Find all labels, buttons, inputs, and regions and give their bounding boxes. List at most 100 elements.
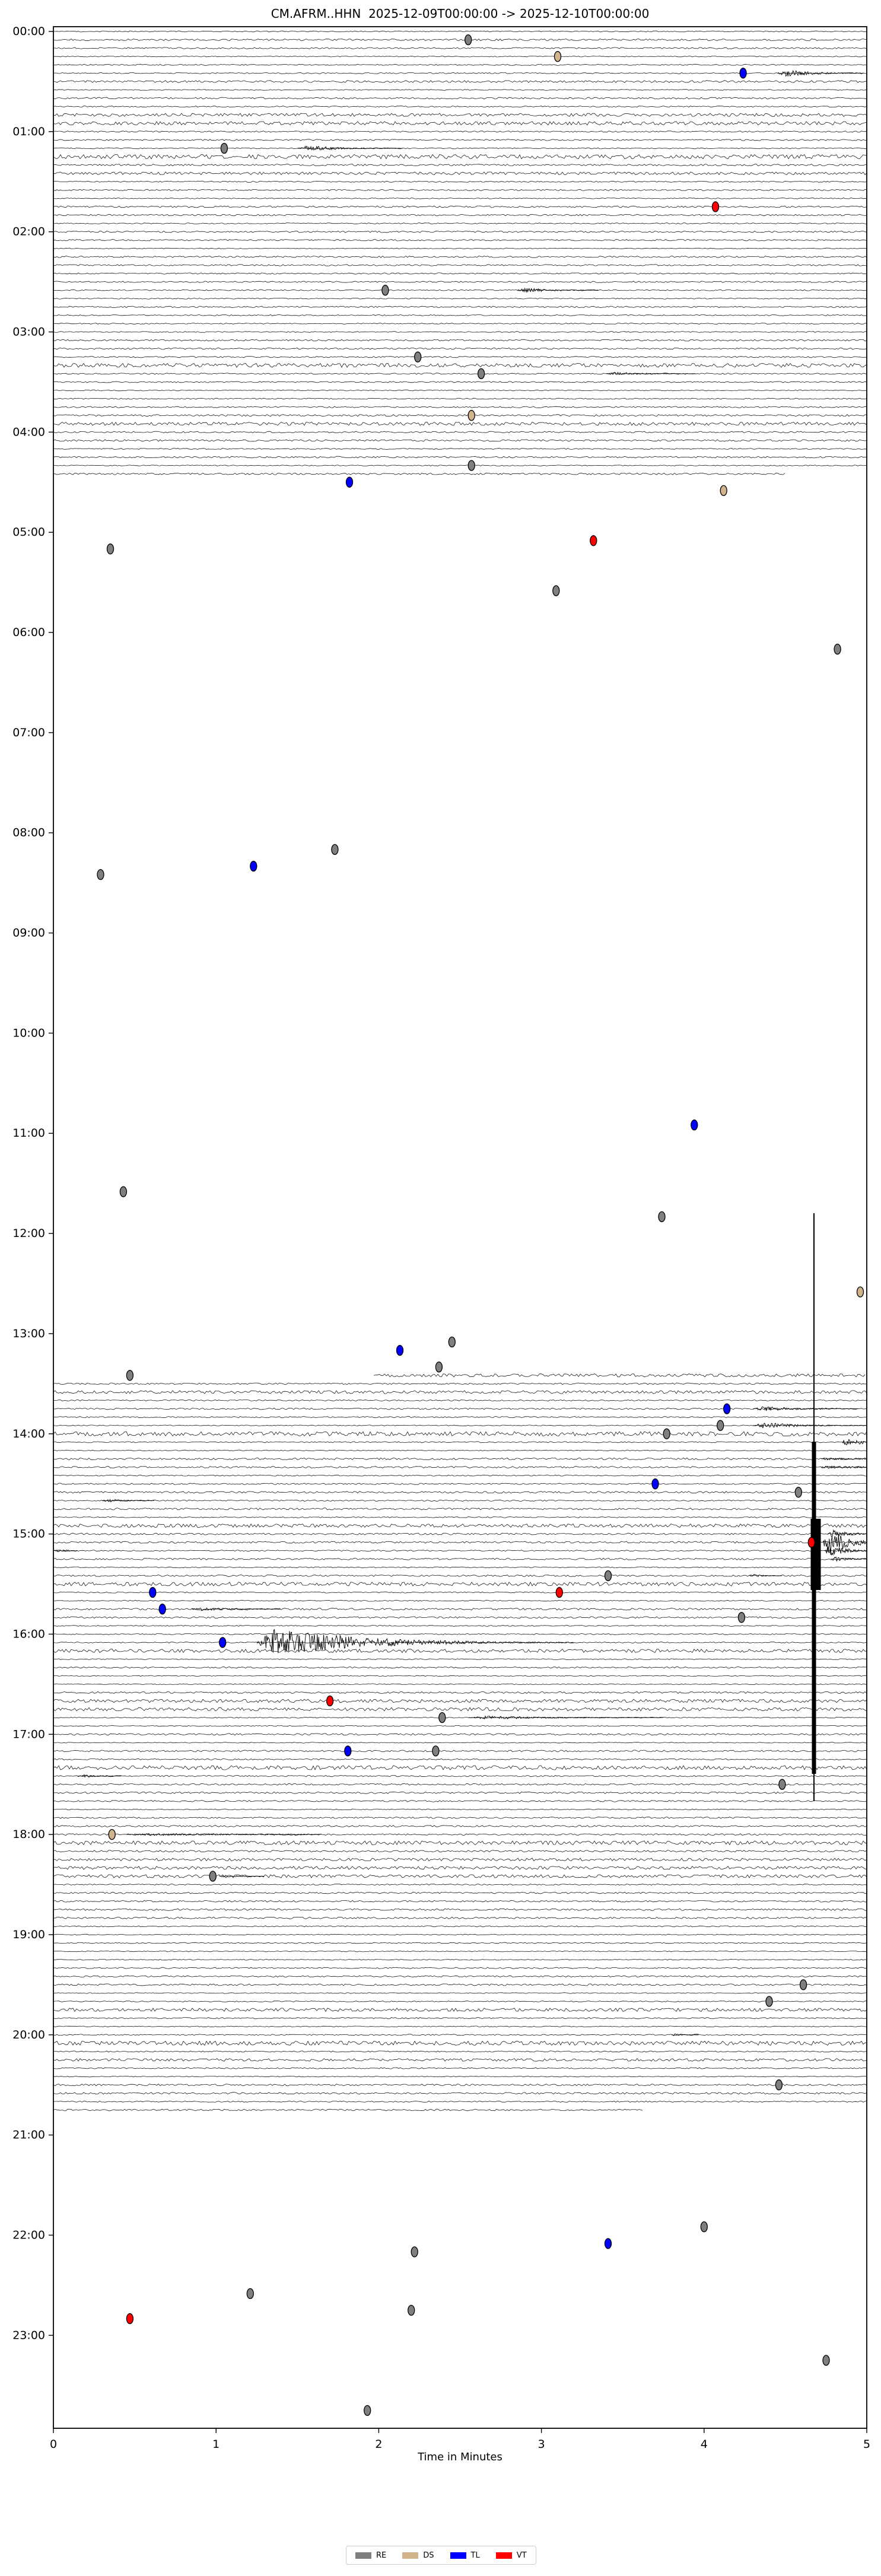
trace-line xyxy=(53,1591,867,1594)
event-marker-tl xyxy=(158,1604,166,1615)
trace-line xyxy=(53,164,867,167)
trace-line xyxy=(53,1825,867,1827)
trace-line xyxy=(53,389,867,392)
trace-line xyxy=(53,205,867,208)
trace-line xyxy=(53,1667,867,1669)
trace-line xyxy=(53,465,867,466)
trace-line xyxy=(53,1900,867,1903)
event-marker-re xyxy=(414,351,422,362)
trace-line xyxy=(53,1532,867,1535)
event-burst xyxy=(821,1465,867,1469)
event-marker-vt xyxy=(807,1537,815,1548)
trace-line xyxy=(53,431,867,434)
trace-line xyxy=(53,1808,867,1811)
trace-line xyxy=(53,373,867,375)
trace-line xyxy=(53,2108,643,2111)
y-tick-label: 22:00 xyxy=(12,2228,45,2241)
trace-line xyxy=(53,406,867,408)
event-marker-vt xyxy=(126,2313,134,2324)
legend-item-ds: DS xyxy=(402,2551,434,2560)
event-marker-tl xyxy=(344,1745,352,1757)
trace-line xyxy=(53,1783,867,1786)
legend-item-tl: TL xyxy=(450,2551,480,2560)
trace-line xyxy=(53,1550,867,1552)
trace-line xyxy=(53,1523,867,1528)
x-axis-group: 0 1 2 3 4 5 xyxy=(50,2428,870,2451)
figure-title: CM.AFRM..HHN 2025-12-09T00:00:00 -> 2025… xyxy=(271,7,650,21)
trace-line xyxy=(53,1557,867,1560)
trace-line xyxy=(53,214,867,217)
clipped-spike xyxy=(813,1774,815,1801)
y-tick-label: 18:00 xyxy=(12,1828,45,1841)
event-burst xyxy=(53,1549,78,1552)
trace-line xyxy=(53,472,785,475)
trace-line xyxy=(53,331,867,333)
trace-lines-group xyxy=(53,30,867,2111)
clipped-spike xyxy=(813,1213,815,1442)
trace-line xyxy=(53,97,867,100)
event-burst xyxy=(831,1556,867,1562)
event-marker-re xyxy=(604,1570,612,1582)
y-tick-label: 04:00 xyxy=(12,425,45,438)
trace-line xyxy=(53,106,867,108)
legend-swatch-re-icon xyxy=(355,2552,371,2559)
trace-line xyxy=(53,323,867,325)
trace-line xyxy=(53,2100,867,2103)
trace-line xyxy=(53,1648,867,1653)
trace-line xyxy=(53,2034,867,2036)
event-burst xyxy=(297,145,403,151)
trace-line xyxy=(53,222,867,224)
trace-line xyxy=(53,198,867,199)
trace-line xyxy=(53,2075,867,2078)
event-marker-re xyxy=(408,2304,415,2316)
trace-line xyxy=(53,1407,867,1410)
event-marker-tl xyxy=(723,1403,731,1414)
trace-line xyxy=(53,2040,867,2046)
y-tick-label: 23:00 xyxy=(12,2329,45,2342)
event-marker-re xyxy=(794,1487,802,1498)
trace-line xyxy=(53,1958,867,1961)
trace-line xyxy=(53,1508,867,1510)
y-tick-label: 19:00 xyxy=(12,1928,45,1941)
event-marker-tl xyxy=(149,1586,157,1598)
event-marker-tl xyxy=(345,476,354,488)
event-burst xyxy=(517,287,599,293)
trace-line xyxy=(53,1624,867,1627)
y-tick-label: 16:00 xyxy=(12,1627,45,1640)
event-marker-vt xyxy=(326,1695,334,1707)
event-marker-re xyxy=(220,142,228,154)
trace-line xyxy=(53,1599,867,1602)
trace-line xyxy=(53,1441,867,1443)
trace-line xyxy=(53,1675,867,1677)
event-marker-re xyxy=(209,1871,217,1882)
y-tick-label: 21:00 xyxy=(12,2129,45,2142)
event-marker-re xyxy=(331,844,339,856)
trace-line xyxy=(53,421,867,426)
trace-line xyxy=(53,1658,867,1660)
clipped-spike xyxy=(810,1519,821,1590)
trace-line xyxy=(53,1750,867,1753)
event-marker-tl xyxy=(219,1637,227,1648)
trace-line xyxy=(53,2008,867,2012)
event-marker-tl xyxy=(691,1120,698,1131)
trace-line xyxy=(53,131,867,133)
trace-line xyxy=(53,1616,867,1619)
event-marker-re xyxy=(438,1712,446,1723)
trace-line xyxy=(53,1758,867,1760)
trace-line xyxy=(53,1633,867,1635)
trace-line xyxy=(53,180,867,183)
event-marker-re xyxy=(465,34,472,46)
y-axis-group: 00:00 01:00 02:00 03:00 04:00 05:00 06:00 07:00… xyxy=(12,25,53,2342)
event-burst xyxy=(827,1529,867,1539)
trace-line xyxy=(53,339,867,342)
trace-line xyxy=(53,1840,867,1846)
trace-line xyxy=(53,1925,867,1928)
event-marker-re xyxy=(106,543,115,555)
trace-line xyxy=(53,1775,867,1777)
legend-label-ds: DS xyxy=(423,2550,434,2560)
x-tick-label: 1 xyxy=(212,2438,220,2451)
event-marker-re xyxy=(737,1612,746,1623)
trace-line xyxy=(53,2067,867,2069)
event-marker-tl xyxy=(739,68,747,79)
